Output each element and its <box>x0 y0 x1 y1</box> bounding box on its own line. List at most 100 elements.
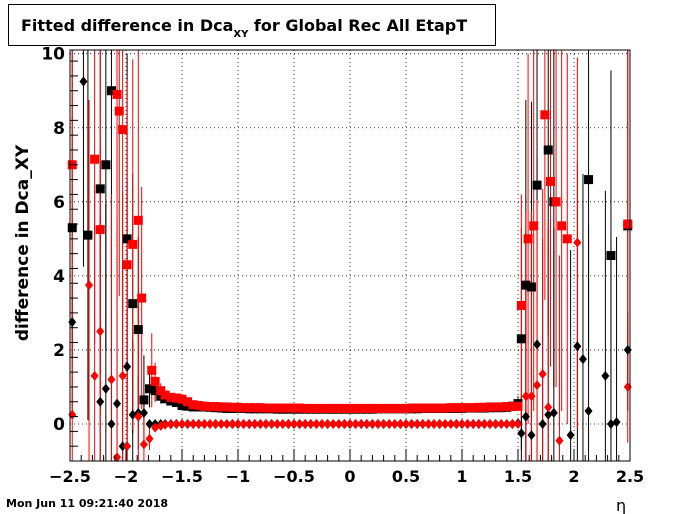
data-point-square <box>543 145 553 155</box>
data-point-square <box>300 403 310 413</box>
data-point-diamond <box>362 418 371 429</box>
data-point-square <box>306 403 316 413</box>
data-point-diamond <box>123 441 132 452</box>
data-point-square <box>485 402 495 412</box>
data-point-square <box>526 282 536 292</box>
data-point-diamond <box>273 418 282 429</box>
x-tick-label: −1 <box>226 467 251 486</box>
data-point-square <box>328 403 338 413</box>
data-point-diamond <box>351 418 360 429</box>
x-tick-label: −2 <box>114 467 139 486</box>
data-point-square <box>362 403 372 413</box>
data-point-square <box>317 403 327 413</box>
data-point-diamond <box>68 317 77 328</box>
data-point-diamond <box>357 418 366 429</box>
data-point-square <box>239 403 249 413</box>
data-point-diamond <box>402 418 410 429</box>
data-point-diamond <box>107 374 116 385</box>
data-point-diamond <box>329 418 338 429</box>
data-point-square <box>199 401 209 411</box>
data-point-diamond <box>424 418 433 429</box>
data-point-diamond <box>161 419 170 430</box>
data-point-diamond <box>441 418 450 429</box>
data-point-diamond <box>544 402 553 413</box>
data-point-square <box>216 402 226 412</box>
data-point-diamond <box>521 411 530 422</box>
data-point-square <box>222 402 232 412</box>
data-point-square <box>334 403 344 413</box>
data-point-square <box>379 403 389 413</box>
data-point-diamond <box>578 354 587 365</box>
data-point-square <box>261 403 271 413</box>
data-point-square <box>137 293 147 303</box>
data-point-square <box>255 403 265 413</box>
data-point-square <box>95 225 105 235</box>
data-point-diamond <box>566 430 575 441</box>
data-point-square <box>562 234 572 244</box>
data-point-square <box>351 403 361 413</box>
data-point-square <box>384 403 394 413</box>
data-point-square <box>133 325 143 335</box>
data-point-diamond <box>151 422 160 433</box>
data-point-square <box>311 403 321 413</box>
data-point-square <box>423 403 433 413</box>
data-point-diamond <box>368 418 377 429</box>
data-point-diamond <box>573 341 582 352</box>
data-point-diamond <box>346 418 354 429</box>
data-point-diamond <box>85 280 94 291</box>
data-point-square <box>457 403 467 413</box>
x-tick-label: 2 <box>568 467 579 486</box>
data-point-square <box>67 223 77 233</box>
data-point-diamond <box>527 430 536 441</box>
data-point-diamond <box>206 418 214 429</box>
data-point-diamond <box>623 381 632 392</box>
data-point-diamond <box>139 439 148 450</box>
data-point-diamond <box>96 396 105 407</box>
data-point-square <box>516 300 526 310</box>
data-point-diamond <box>183 418 192 429</box>
data-point-diamond <box>295 418 304 429</box>
data-point-square <box>532 180 542 190</box>
data-point-diamond <box>262 418 270 429</box>
data-point-diamond <box>396 418 405 429</box>
data-point-diamond <box>538 368 547 379</box>
data-point-diamond <box>101 383 110 394</box>
data-point-square <box>367 403 377 413</box>
data-point-diamond <box>200 418 209 429</box>
data-point-diamond <box>222 418 231 429</box>
data-point-square <box>278 403 288 413</box>
data-point-square <box>540 110 550 120</box>
data-point-square <box>479 402 489 412</box>
data-point-diamond <box>284 418 293 429</box>
data-point-diamond <box>228 418 237 429</box>
data-point-diamond <box>306 418 315 429</box>
data-point-square <box>122 234 132 244</box>
data-point-square <box>407 403 417 413</box>
x-tick-label: −1.5 <box>161 467 203 486</box>
data-point-square <box>507 402 517 412</box>
data-point-square <box>521 280 531 290</box>
data-point-square <box>440 403 450 413</box>
data-point-square <box>523 234 533 244</box>
data-point-square <box>513 401 523 411</box>
data-point-square <box>491 402 501 412</box>
data-point-square <box>272 403 282 413</box>
chart-title: Fitted difference in DcaXY for Global Re… <box>21 16 467 40</box>
data-point-diamond <box>601 370 610 381</box>
data-point-diamond <box>267 418 276 429</box>
data-point-diamond <box>250 418 259 429</box>
data-point-square <box>112 89 122 99</box>
y-tick-label: 6 <box>53 193 65 213</box>
data-point-square <box>412 403 422 413</box>
data-point-diamond <box>128 409 137 420</box>
data-point-diamond <box>497 418 506 429</box>
data-point-diamond <box>418 418 427 429</box>
data-point-square <box>128 299 138 309</box>
data-point-diamond <box>623 344 632 355</box>
data-point-square <box>345 403 355 413</box>
data-point-square <box>101 160 111 170</box>
data-point-square <box>83 230 93 240</box>
data-point-diamond <box>480 418 489 429</box>
data-point-diamond <box>573 237 582 248</box>
data-point-square <box>106 86 116 96</box>
